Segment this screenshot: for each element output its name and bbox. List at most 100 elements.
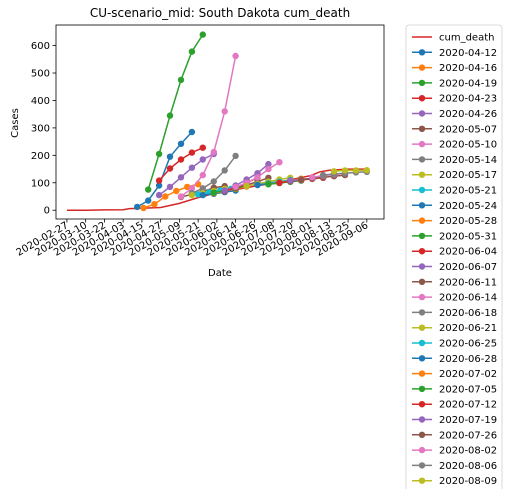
legend-swatch-marker: [418, 278, 426, 285]
data-point-2020-08-02-0: [309, 174, 316, 181]
legend-label: 2020-05-21: [439, 186, 497, 197]
legend-label: 2020-07-05: [439, 384, 497, 395]
legend-label: 2020-07-19: [439, 415, 497, 426]
series-2020-08-09: [330, 167, 370, 175]
data-point-2020-04-12-0: [134, 203, 141, 211]
legend-swatch-marker: [418, 171, 426, 178]
data-point-2020-04-23-3: [188, 149, 196, 156]
legend-swatch-marker: [418, 79, 426, 87]
legend-entry-2020-05-17: 2020-05-17: [412, 170, 497, 181]
legend-entry-2020-04-12: 2020-04-12: [412, 48, 497, 59]
legend-swatch-marker: [418, 186, 426, 194]
legend-label: 2020-04-12: [439, 48, 497, 59]
legend-entry-2020-06-21: 2020-06-21: [412, 323, 497, 334]
legend-entry-2020-04-16: 2020-04-16: [412, 63, 497, 74]
data-point-2020-05-17-0: [188, 191, 196, 199]
data-point-2020-04-16-2: [162, 193, 169, 200]
legend-label: 2020-04-16: [439, 63, 497, 74]
y-tick-label-600: 600: [31, 41, 50, 52]
legend-swatch-marker: [418, 370, 426, 377]
legend-label: 2020-05-17: [439, 170, 497, 181]
legend-entry-2020-05-14: 2020-05-14: [412, 155, 497, 166]
legend-entry-2020-08-02: 2020-08-02: [412, 446, 497, 457]
series-line-2020-06-11: [235, 177, 269, 189]
data-point-2020-07-26-0: [298, 176, 305, 183]
data-point-2020-05-14-2: [210, 178, 217, 185]
data-point-2020-05-14-1: [199, 185, 206, 192]
legend: cum_death 2020-04-12 2020-04-16 2020-04-19 2…: [405, 24, 503, 489]
legend-label: 2020-08-02: [439, 446, 497, 457]
data-point-2020-04-19-4: [188, 48, 196, 55]
data-point-2020-04-26-0: [155, 191, 163, 199]
legend-label: 2020-07-12: [439, 400, 497, 411]
series-line-2020-05-10: [180, 55, 237, 198]
data-point-2020-06-07-0: [221, 187, 228, 194]
legend-swatch-marker: [418, 446, 426, 454]
data-point-2020-04-16-1: [151, 201, 158, 208]
y-tick-label-0: 0: [44, 206, 50, 217]
legend-entry-2020-06-14: 2020-06-14: [412, 293, 497, 304]
legend-swatch-marker: [418, 232, 426, 240]
legend-swatch-marker: [418, 95, 426, 102]
series-2020-05-14: [188, 152, 239, 197]
data-point-2020-04-16-0: [140, 204, 147, 212]
legend-swatch-marker: [418, 309, 426, 316]
legend-entry-2020-04-26: 2020-04-26: [412, 109, 497, 120]
data-point-2020-04-12-4: [177, 140, 185, 147]
legend-swatch-marker: [418, 339, 426, 347]
data-point-2020-07-19-0: [287, 177, 294, 184]
plot-area: 01002003004005006002020-02-272020-03-102…: [15, 24, 385, 259]
data-point-2020-04-26-2: [177, 174, 185, 181]
data-point-2020-04-12-5: [188, 128, 196, 136]
y-tick-label-400: 400: [31, 96, 50, 107]
data-point-2020-04-23-4: [199, 144, 206, 151]
data-point-2020-06-14-2: [254, 174, 261, 181]
legend-entry-2020-06-28: 2020-06-28: [412, 354, 497, 365]
legend-swatch-marker: [418, 462, 426, 469]
data-point-2020-04-23-2: [177, 156, 185, 163]
legend-swatch-marker: [418, 431, 426, 438]
legend-entry-2020-05-10: 2020-05-10: [412, 140, 497, 151]
legend-entry-2020-07-26: 2020-07-26: [412, 430, 497, 441]
legend-entry-2020-07-02: 2020-07-02: [412, 369, 497, 380]
y-tick-label-500: 500: [31, 69, 50, 80]
data-point-2020-05-10-0: [177, 193, 185, 200]
data-point-2020-08-09-1: [341, 167, 349, 174]
data-point-2020-06-07-4: [265, 160, 272, 168]
data-point-2020-08-09-0: [330, 168, 338, 175]
legend-swatch-marker: [418, 156, 426, 163]
legend-label: 2020-07-02: [439, 369, 497, 380]
y-tick-label-200: 200: [31, 151, 50, 162]
series-2020-04-19: [145, 31, 206, 193]
data-point-2020-05-10-5: [232, 52, 239, 60]
data-point-2020-05-24-0: [199, 191, 206, 199]
data-point-2020-04-12-3: [166, 153, 174, 160]
series-line-2020-08-09: [333, 169, 367, 173]
data-point-2020-07-05-0: [265, 181, 272, 188]
legend-label: 2020-05-28: [439, 216, 497, 227]
series-2020-04-12: [134, 128, 196, 211]
legend-label: 2020-08-09: [439, 476, 497, 487]
legend-label: 2020-06-28: [439, 354, 497, 365]
legend-swatch-marker: [418, 355, 426, 362]
legend-label: 2020-05-24: [439, 201, 497, 212]
legend-entry-2020-05-21: 2020-05-21: [412, 186, 497, 197]
legend-label: 2020-04-19: [439, 78, 497, 89]
legend-swatch-marker: [418, 293, 426, 301]
data-point-2020-05-10-3: [210, 148, 217, 156]
data-point-2020-04-26-1: [166, 183, 174, 191]
data-point-2020-08-06-0: [319, 171, 327, 179]
legend-label: 2020-05-31: [439, 231, 497, 242]
legend-entry-2020-05-28: 2020-05-28: [412, 216, 497, 227]
legend-entry-2020-06-11: 2020-06-11: [412, 277, 497, 288]
data-point-2020-06-28-0: [254, 181, 261, 189]
x-axis-label: Date: [208, 268, 232, 279]
data-point-2020-04-12-1: [145, 197, 152, 204]
data-point-2020-05-14-4: [232, 152, 239, 160]
data-point-2020-04-23-0: [155, 177, 163, 184]
legend-label: 2020-06-04: [439, 247, 497, 258]
legend-entry-2020-05-24: 2020-05-24: [412, 201, 497, 212]
data-point-2020-05-14-3: [221, 167, 228, 174]
data-point-2020-04-19-0: [145, 186, 152, 193]
